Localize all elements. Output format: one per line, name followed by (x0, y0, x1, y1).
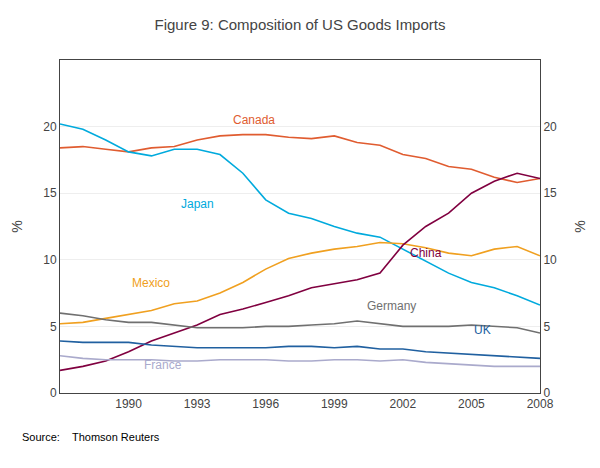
svg-text:20: 20 (43, 120, 57, 134)
svg-text:Mexico: Mexico (132, 276, 170, 290)
svg-text:10: 10 (543, 253, 557, 267)
svg-text:1993: 1993 (184, 397, 211, 411)
svg-text:Canada: Canada (233, 113, 275, 127)
svg-text:5: 5 (50, 320, 57, 334)
svg-text:1996: 1996 (252, 397, 279, 411)
svg-text:2008: 2008 (527, 397, 554, 411)
svg-text:Japan: Japan (181, 197, 214, 211)
svg-text:15: 15 (43, 186, 57, 200)
svg-text:5: 5 (543, 320, 550, 334)
svg-text:Germany: Germany (367, 299, 416, 313)
svg-text:1999: 1999 (321, 397, 348, 411)
svg-text:%: % (9, 220, 25, 232)
svg-text:France: France (144, 358, 182, 372)
svg-text:Source: Thomson Reuters: Source: Thomson Reuters (22, 431, 160, 443)
svg-text:1990: 1990 (115, 397, 142, 411)
svg-text:2002: 2002 (390, 397, 417, 411)
svg-text:0: 0 (543, 386, 550, 400)
svg-text:China: China (410, 246, 442, 260)
svg-text:10: 10 (43, 253, 57, 267)
svg-text:20: 20 (543, 120, 557, 134)
svg-text:%: % (572, 220, 588, 232)
svg-text:15: 15 (543, 186, 557, 200)
svg-text:2005: 2005 (458, 397, 485, 411)
svg-text:UK: UK (474, 323, 491, 337)
svg-text:0: 0 (50, 386, 57, 400)
svg-text:Figure 9: Composition of US Go: Figure 9: Composition of US Goods Import… (155, 16, 446, 33)
